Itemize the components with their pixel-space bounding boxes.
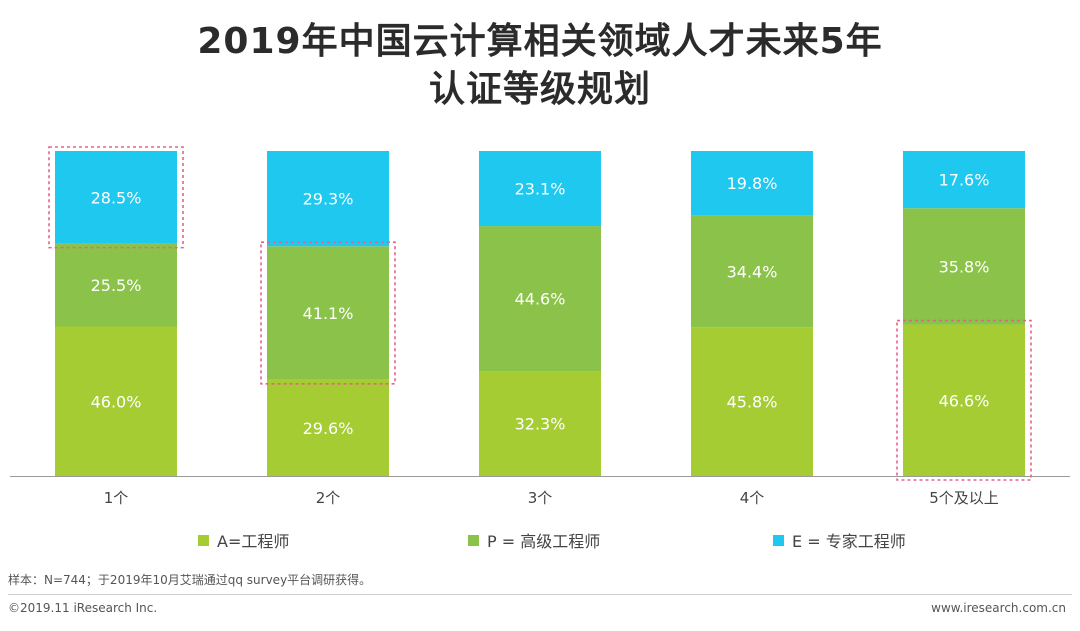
data-label-e-5: 17.6% [939, 171, 990, 190]
bar-p-3 [479, 226, 601, 372]
data-label-a-4: 45.8% [727, 393, 778, 412]
highlight-box-1 [48, 146, 184, 249]
bar-e-5 [903, 151, 1025, 209]
data-label-e-1: 28.5% [91, 188, 142, 207]
footer-divider [8, 594, 1072, 595]
bar-p-4 [691, 215, 813, 328]
chart-title-line1: 2019年中国云计算相关领域人才未来5年 [197, 21, 883, 62]
bar-e-4 [691, 151, 813, 216]
legend-swatch-engineer [198, 534, 209, 546]
legend-item-expert-engineer: E = 专家工程师 [773, 528, 906, 552]
data-label-p-5: 35.8% [939, 257, 990, 276]
bar-p-5 [903, 208, 1025, 325]
legend-label-senior-engineer: P = 高级工程师 [487, 532, 601, 551]
bar-a-4 [691, 327, 813, 476]
stacked-bar-chart: 46.0% 25.5% 28.5% 1个 29.6% 41.1% 29.3% 2个 32.3% 4… [10, 146, 1070, 507]
bar-p-1 [55, 243, 177, 327]
data-label-p-3: 44.6% [515, 290, 566, 309]
data-label-e-3: 23.1% [515, 180, 566, 199]
bar-e-1 [55, 151, 177, 244]
x-tick-label-2: 2个 [316, 489, 341, 507]
data-label-a-3: 32.3% [515, 415, 566, 434]
legend-label-engineer: A=工程师 [217, 532, 290, 551]
bar-p-2 [267, 246, 389, 380]
data-label-e-2: 29.3% [303, 190, 354, 209]
legend-item-engineer: A=工程师 [198, 528, 289, 552]
bar-a-5 [903, 324, 1025, 476]
bar-e-3 [479, 151, 601, 227]
legend-swatch-senior-engineer [468, 534, 479, 546]
data-label-a-5: 46.6% [939, 391, 990, 410]
legend-label-expert-engineer: E = 专家工程师 [792, 532, 906, 551]
sample-note: 样本：N=744；于2019年10月艾瑞通过qq survey平台调研获得。 [8, 573, 372, 587]
data-label-p-4: 34.4% [727, 262, 778, 281]
legend-item-senior-engineer: P = 高级工程师 [468, 528, 600, 552]
data-label-a-1: 46.0% [91, 392, 142, 411]
website-link[interactable]: www.iresearch.com.cn [931, 601, 1066, 615]
copyright-text: ©2019.11 iResearch Inc. [8, 601, 158, 615]
data-label-e-4: 19.8% [727, 174, 778, 193]
x-tick-label-4: 4个 [740, 489, 765, 507]
x-tick-label-1: 1个 [104, 489, 129, 507]
data-label-p-2: 41.1% [303, 304, 354, 323]
x-tick-label-3: 3个 [528, 489, 553, 507]
data-label-p-1: 25.5% [91, 276, 142, 295]
x-tick-label-5: 5个及以上 [929, 489, 999, 507]
highlight-box-3 [896, 319, 1032, 481]
data-label-a-2: 29.6% [303, 419, 354, 438]
bar-a-3 [479, 371, 601, 476]
chart-legend: A=工程师 P = 高级工程师 E = 专家工程师 [0, 528, 1080, 552]
bar-a-1 [55, 326, 177, 476]
highlight-box-2 [260, 241, 396, 385]
chart-title-line2: 认证等级规划 [428, 69, 651, 110]
legend-swatch-expert-engineer [773, 534, 784, 546]
bar-e-2 [267, 151, 389, 247]
bar-a-2 [267, 379, 389, 476]
